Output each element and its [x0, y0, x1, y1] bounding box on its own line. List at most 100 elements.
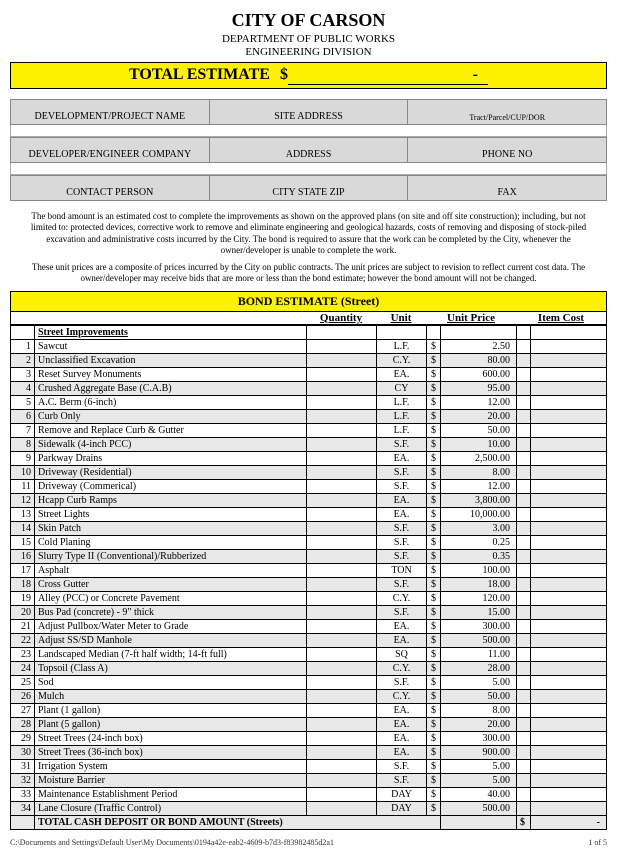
row-number: 18: [11, 577, 35, 591]
row-currency: $: [427, 493, 441, 507]
row-unit-price: 5.00: [441, 773, 517, 787]
row-number: 24: [11, 661, 35, 675]
row-quantity: [307, 563, 377, 577]
row-item-cost: [531, 619, 607, 633]
row-item-cost: [531, 633, 607, 647]
table-row: 2Unclassified ExcavationC.Y.$80.00: [11, 353, 607, 367]
row-unit: TON: [377, 563, 427, 577]
row-unit-price: 120.00: [441, 591, 517, 605]
row-unit-price: 10.00: [441, 437, 517, 451]
row-unit-price: 600.00: [441, 367, 517, 381]
row-item-cost: [531, 731, 607, 745]
row-unit-price: 12.00: [441, 479, 517, 493]
row-currency: $: [427, 591, 441, 605]
row-item-cost: [531, 535, 607, 549]
row-description: Curb Only: [35, 409, 307, 423]
subhead-street-improvements: Street Improvements: [35, 325, 307, 339]
row-currency: $: [427, 605, 441, 619]
row-number: 12: [11, 493, 35, 507]
row-cost-currency: [517, 493, 531, 507]
row-description: Street Trees (24-inch box): [35, 731, 307, 745]
col-unit: Unit: [376, 312, 426, 324]
table-row: 7Remove and Replace Curb & GutterL.F.$50…: [11, 423, 607, 437]
col-unit-price: Unit Price: [426, 312, 516, 324]
row-quantity: [307, 801, 377, 815]
project-info-block: DEVELOPMENT/PROJECT NAME SITE ADDRESS Tr…: [10, 99, 607, 201]
row-number: 32: [11, 773, 35, 787]
row-description: Plant (1 gallon): [35, 703, 307, 717]
row-description: Sidewalk (4-inch PCC): [35, 437, 307, 451]
row-currency: $: [427, 535, 441, 549]
row-number: 20: [11, 605, 35, 619]
row-number: 21: [11, 619, 35, 633]
disclaimer-1: The bond amount is an estimated cost to …: [30, 211, 587, 256]
division-line: ENGINEERING DIVISION: [10, 46, 607, 58]
row-item-cost: [531, 437, 607, 451]
total-value: -: [531, 815, 607, 829]
row-unit: S.F.: [377, 675, 427, 689]
row-currency: $: [427, 759, 441, 773]
row-description: Landscaped Median (7-ft half width; 14-f…: [35, 647, 307, 661]
row-item-cost: [531, 367, 607, 381]
row-description: Hcapp Curb Ramps: [35, 493, 307, 507]
row-quantity: [307, 353, 377, 367]
row-quantity: [307, 395, 377, 409]
row-number: 16: [11, 549, 35, 563]
row-cost-currency: [517, 395, 531, 409]
table-row: 28Plant (5 gallon)EA.$20.00: [11, 717, 607, 731]
row-currency: $: [427, 549, 441, 563]
dept-line: DEPARTMENT OF PUBLIC WORKS: [10, 33, 607, 45]
total-estimate-currency: $: [280, 66, 288, 84]
row-description: Driveway (Residential): [35, 465, 307, 479]
row-unit-price: 2,500.00: [441, 451, 517, 465]
row-unit: S.F.: [377, 465, 427, 479]
row-cost-currency: [517, 521, 531, 535]
row-description: Topsoil (Class A): [35, 661, 307, 675]
row-number: 31: [11, 759, 35, 773]
row-quantity: [307, 409, 377, 423]
label-dev-company: DEVELOPER/ENGINEER COMPANY: [11, 138, 210, 162]
row-unit-price: 5.00: [441, 675, 517, 689]
total-row: TOTAL CASH DEPOSIT OR BOND AMOUNT (Stree…: [11, 815, 607, 829]
row-quantity: [307, 381, 377, 395]
row-item-cost: [531, 745, 607, 759]
table-row: 15Cold PlaningS.F.$0.25: [11, 535, 607, 549]
row-item-cost: [531, 549, 607, 563]
row-item-cost: [531, 395, 607, 409]
row-quantity: [307, 479, 377, 493]
label-contact: CONTACT PERSON: [11, 176, 210, 200]
row-description: Reset Survey Monuments: [35, 367, 307, 381]
row-quantity: [307, 493, 377, 507]
row-number: 4: [11, 381, 35, 395]
row-description: Mulch: [35, 689, 307, 703]
table-row: 10Driveway (Residential)S.F.$8.00: [11, 465, 607, 479]
row-description: Maintenance Establishment Period: [35, 787, 307, 801]
row-quantity: [307, 731, 377, 745]
row-item-cost: [531, 381, 607, 395]
row-item-cost: [531, 801, 607, 815]
table-row: 31Irrigation SystemS.F.$5.00: [11, 759, 607, 773]
row-currency: $: [427, 787, 441, 801]
row-cost-currency: [517, 773, 531, 787]
row-unit-price: 50.00: [441, 423, 517, 437]
row-quantity: [307, 507, 377, 521]
row-cost-currency: [517, 647, 531, 661]
row-item-cost: [531, 759, 607, 773]
row-quantity: [307, 787, 377, 801]
total-estimate-value: -: [288, 66, 488, 85]
total-label: TOTAL CASH DEPOSIT OR BOND AMOUNT (Stree…: [35, 815, 441, 829]
row-cost-currency: [517, 577, 531, 591]
total-estimate-label: TOTAL ESTIMATE: [129, 66, 270, 84]
row-number: 14: [11, 521, 35, 535]
row-description: Street Lights: [35, 507, 307, 521]
row-number: 30: [11, 745, 35, 759]
row-unit: S.F.: [377, 521, 427, 535]
row-quantity: [307, 549, 377, 563]
row-unit: EA.: [377, 451, 427, 465]
row-unit: S.F.: [377, 577, 427, 591]
row-cost-currency: [517, 605, 531, 619]
row-description: Alley (PCC) or Concrete Pavement: [35, 591, 307, 605]
row-number: 33: [11, 787, 35, 801]
total-currency: $: [517, 815, 531, 829]
table-row: 20Bus Pad (concrete) - 9" thickS.F.$15.0…: [11, 605, 607, 619]
